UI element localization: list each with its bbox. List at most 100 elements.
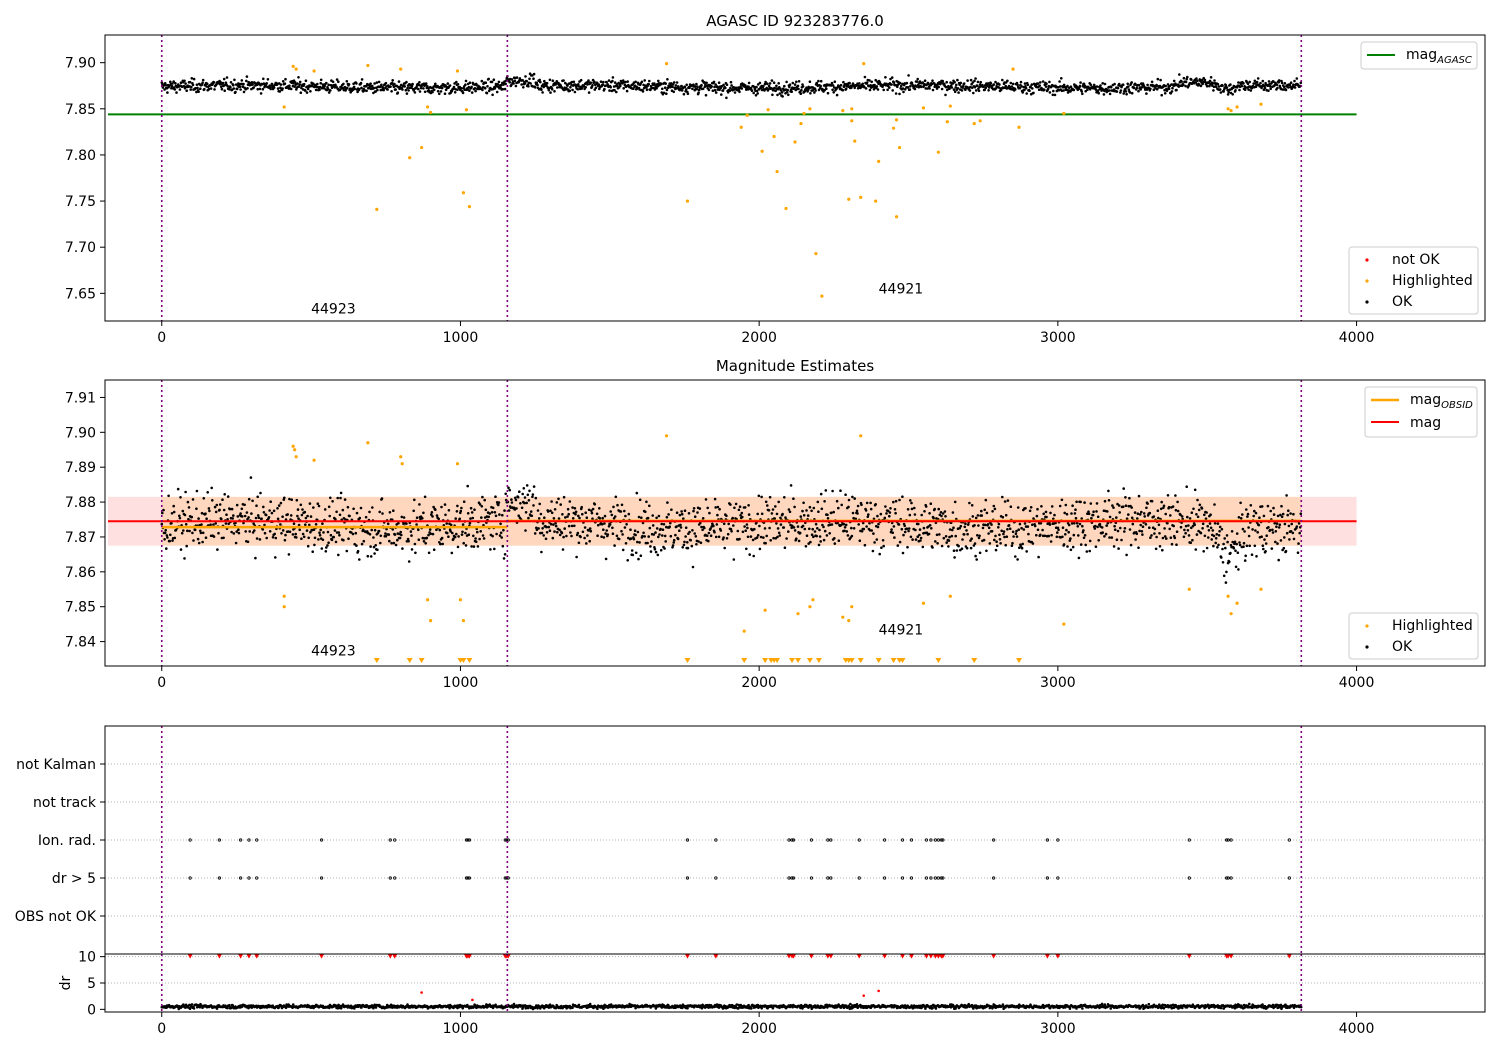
ok-point <box>994 80 997 84</box>
ok-point <box>698 507 702 510</box>
highlighted-point <box>948 594 952 598</box>
ok-point <box>1208 84 1211 88</box>
ok-point <box>1011 530 1015 534</box>
ok-point <box>1156 509 1160 512</box>
ok-point <box>242 521 245 525</box>
ok-point <box>214 522 217 525</box>
ok-point <box>932 516 935 520</box>
ok-point <box>1071 545 1075 549</box>
ok-point <box>680 512 684 516</box>
ok-point <box>575 555 578 559</box>
ok-point <box>808 80 812 83</box>
ok-point <box>1113 528 1117 531</box>
ok-point <box>490 80 494 84</box>
ok-point <box>810 509 813 513</box>
ok-point <box>756 92 759 95</box>
ok-point <box>985 549 988 553</box>
ok-point <box>876 514 879 518</box>
ok-point <box>394 543 398 547</box>
ok-point <box>812 535 815 539</box>
ok-point <box>567 512 570 516</box>
ok-point <box>173 536 177 540</box>
ok-point <box>883 516 887 520</box>
ok-point <box>888 86 891 89</box>
ok-point <box>200 511 204 515</box>
clipped-point-marker <box>899 658 906 663</box>
ok-point <box>534 496 538 500</box>
ok-point <box>313 543 316 547</box>
ok-point <box>779 89 783 92</box>
ok-point <box>595 512 599 516</box>
ok-point <box>1137 546 1140 549</box>
ok-point <box>1277 558 1280 562</box>
dr-flag-point <box>188 876 192 880</box>
ok-point <box>232 532 236 535</box>
ok-point <box>1066 91 1070 94</box>
ok-point <box>1079 500 1082 504</box>
ok-point <box>719 529 723 532</box>
ok-point <box>1201 522 1205 526</box>
ok-point <box>806 514 810 517</box>
ok-point <box>482 523 485 527</box>
ok-point <box>915 85 918 88</box>
ok-point <box>1159 78 1162 82</box>
ok-point <box>180 531 184 535</box>
ok-point <box>841 88 845 92</box>
ok-point <box>848 81 851 85</box>
ok-point <box>1092 510 1095 513</box>
ok-point <box>976 534 979 537</box>
ok-point <box>555 80 559 83</box>
ok-point <box>1281 512 1285 516</box>
ok-point <box>207 507 211 510</box>
ok-point <box>510 78 514 81</box>
ok-point <box>730 530 733 533</box>
ok-point <box>205 82 209 85</box>
highlighted-point <box>685 199 690 203</box>
ok-point <box>1150 534 1153 537</box>
ok-point <box>704 93 708 97</box>
ok-point <box>323 508 327 511</box>
ok-point <box>305 91 309 94</box>
ok-point <box>1247 526 1250 529</box>
ok-point <box>900 527 904 531</box>
highlighted-point <box>291 64 295 68</box>
highlighted-point <box>1017 125 1021 129</box>
ok-point <box>601 83 604 86</box>
ok-point <box>651 514 654 517</box>
ok-point <box>281 515 284 518</box>
ion-rad-flag-point <box>929 838 933 842</box>
ok-point <box>926 87 929 90</box>
ok-point <box>790 526 793 530</box>
ok-point <box>562 79 565 82</box>
ok-point <box>1140 510 1143 514</box>
ok-point <box>564 81 567 85</box>
ok-point <box>1064 533 1067 536</box>
ok-point <box>1095 85 1099 88</box>
ok-point <box>826 517 830 520</box>
ok-point <box>986 82 990 85</box>
ok-point <box>397 80 401 83</box>
ok-point <box>1279 539 1283 542</box>
ok-point <box>1009 505 1013 509</box>
ok-point <box>793 86 796 90</box>
ok-point <box>279 501 283 505</box>
dr-flag-point <box>787 876 791 880</box>
ok-point <box>565 86 568 90</box>
ok-point <box>320 547 324 550</box>
ok-point <box>641 534 644 538</box>
ok-point <box>1018 86 1022 90</box>
ok-point <box>740 511 744 515</box>
ok-point <box>1241 513 1244 516</box>
ok-point <box>371 506 374 509</box>
ok-point <box>571 517 575 520</box>
ok-point <box>1095 502 1099 505</box>
ok-point <box>798 531 802 535</box>
ok-point <box>898 498 901 502</box>
ok-point <box>732 558 736 561</box>
ok-point <box>233 78 236 82</box>
ok-point <box>945 80 948 84</box>
ok-point <box>294 532 298 536</box>
ok-point <box>1283 536 1286 539</box>
ok-point <box>287 553 291 556</box>
ok-point <box>1214 537 1218 540</box>
